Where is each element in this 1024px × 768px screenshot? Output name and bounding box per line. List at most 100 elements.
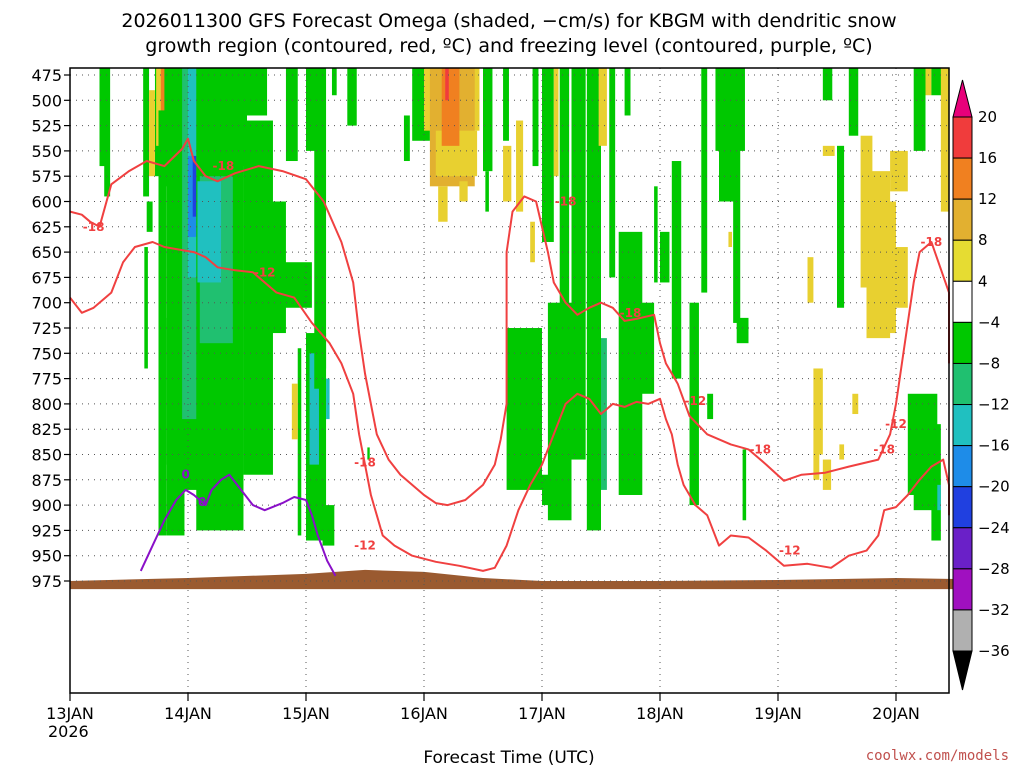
- colorbar: 20 16 12 8 4 −4 −8 −12 −16 −20 −24 −28 −32 −36: [952, 79, 1010, 691]
- x-tick-label: 14JAN: [164, 704, 212, 723]
- omega-cell: [654, 186, 658, 283]
- contour-label: -18: [354, 456, 376, 470]
- omega-cell: [247, 68, 268, 116]
- colorbar-swatch: [952, 527, 973, 570]
- x-tick-label: 17JAN: [518, 704, 566, 723]
- y-tick-label: 925: [31, 521, 62, 540]
- omega-cell: [884, 201, 896, 334]
- contours: [69, 137, 950, 577]
- colorbar-label: −16: [978, 437, 1010, 455]
- y-tick-label: 800: [31, 395, 62, 414]
- colorbar-swatch: [952, 486, 973, 529]
- y-tick-label: 725: [31, 319, 62, 338]
- omega-cell: [624, 68, 631, 116]
- omega-cell: [671, 161, 682, 379]
- contour-label: -12: [254, 265, 276, 279]
- omega-cell: [837, 145, 845, 308]
- colorbar-cap-top: [952, 79, 973, 118]
- omega-cell: [598, 68, 607, 146]
- contour-label: 0: [181, 468, 189, 482]
- omega-cell: [813, 368, 823, 455]
- omega-cell: [149, 90, 155, 177]
- contour-label: -18: [213, 159, 235, 173]
- omega-cell: [719, 68, 737, 202]
- x-axis-title: Forecast Time (UTC): [423, 748, 594, 768]
- omega-cell: [742, 449, 747, 521]
- omega-cell: [516, 120, 524, 212]
- omega-cell: [636, 302, 655, 394]
- y-tick-label: 525: [31, 117, 62, 136]
- omega-cell: [822, 145, 835, 156]
- x-year-label: 2026: [48, 722, 89, 741]
- omega-cell: [609, 68, 616, 278]
- y-tick-label: 625: [31, 218, 62, 237]
- omega-cell: [553, 68, 559, 177]
- omega-cell: [822, 459, 832, 490]
- contour-label: -12: [885, 417, 907, 431]
- colorbar-swatch: [952, 568, 973, 611]
- omega-cell: [931, 424, 941, 541]
- colorbar-label: 12: [978, 190, 997, 208]
- colorbar-label: 8: [978, 231, 988, 249]
- y-tick-label: 675: [31, 268, 62, 287]
- omega-cell: [104, 68, 111, 197]
- dgz-contour: [69, 241, 950, 572]
- x-tick-label: 16JAN: [400, 704, 448, 723]
- omega-cell: [143, 68, 150, 197]
- omega-cell: [940, 68, 949, 212]
- omega-cell: [326, 378, 330, 420]
- omega-cell: [618, 231, 643, 495]
- omega-cell: [146, 201, 153, 232]
- omega-cell: [503, 145, 512, 202]
- contour-label: -18: [83, 220, 105, 234]
- chart-title-line1: 2026011300 GFS Forecast Omega (shaded, −…: [121, 10, 896, 32]
- omega-cell: [314, 343, 321, 389]
- colorbar-label: −8: [978, 354, 1000, 372]
- colorbar-label: −28: [978, 560, 1010, 578]
- colorbar-label: −32: [978, 601, 1010, 619]
- y-tick-label: 875: [31, 471, 62, 490]
- omega-shading: [99, 68, 949, 546]
- y-tick-label: 475: [31, 66, 62, 85]
- omega-cell: [896, 247, 908, 308]
- omega-cell: [890, 150, 908, 192]
- colorbar-swatch: [952, 609, 973, 652]
- colorbar-label: −24: [978, 519, 1010, 537]
- omega-cell: [839, 444, 845, 460]
- omega-cell: [403, 115, 410, 162]
- freezing-level-contour: [139, 473, 337, 577]
- omega-cell: [937, 484, 941, 511]
- colorbar-label: 20: [978, 108, 997, 126]
- omega-cell: [866, 171, 891, 339]
- colorbar-swatch: [952, 404, 973, 447]
- terrain: [70, 569, 955, 590]
- omega-cell: [314, 68, 327, 369]
- contour-label: 0: [198, 495, 206, 509]
- credit-text: coolwx.com/models: [866, 748, 1009, 764]
- y-tick-label: 575: [31, 167, 62, 186]
- omega-cell: [441, 68, 460, 146]
- contour-labels: -18 -18 -12 -18 -12 -18 -18 -12 -18 -12 -18 -12 -18 0…: [83, 159, 942, 558]
- omega-cell: [438, 186, 448, 222]
- omega-cell: [913, 68, 926, 151]
- colorbar-label: 4: [978, 272, 988, 290]
- omega-cell: [532, 68, 539, 167]
- y-tick-label: 975: [31, 572, 62, 591]
- omega-cell: [99, 68, 107, 167]
- omega-cell: [268, 343, 272, 379]
- colorbar-label: −36: [978, 642, 1010, 660]
- omega-cell: [559, 68, 570, 308]
- omega-cell: [660, 231, 670, 283]
- grid: [69, 68, 949, 693]
- omega-cell: [483, 68, 493, 172]
- x-tick-label: 18JAN: [636, 704, 684, 723]
- plot-frame: [69, 67, 950, 694]
- omega-cell: [291, 383, 298, 440]
- omega-cell: [736, 317, 749, 344]
- omega-cell: [807, 257, 814, 303]
- x-tick-label: 15JAN: [282, 704, 330, 723]
- chart-title-line2: growth region (contoured, red, ºC) and f…: [145, 35, 872, 57]
- colorbar-label: −4: [978, 313, 1000, 331]
- omega-cell: [848, 68, 859, 136]
